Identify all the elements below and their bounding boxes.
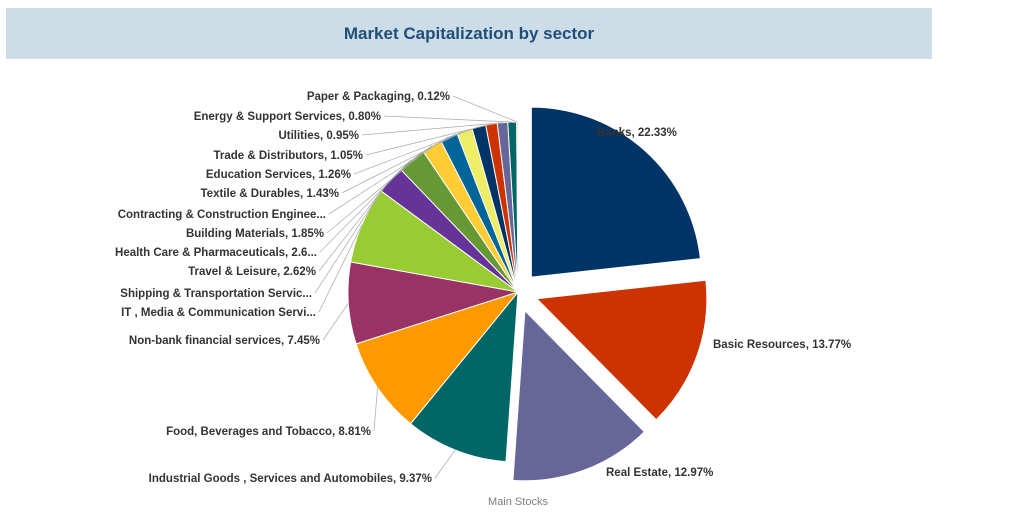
pie-slice (409, 290, 519, 463)
leader-line (341, 130, 465, 194)
slice-label: Textile & Durables, 1.43% (201, 188, 339, 200)
slice-label: Food, Beverages and Tobacco, 8.81% (166, 426, 371, 438)
leader-line (314, 190, 382, 294)
slice-label: Energy & Support Services, 0.80% (194, 111, 381, 123)
slice-label: IT , Media & Communication Servi... (121, 307, 316, 319)
slice-label: Health Care & Pharmaceuticals, 2.6... (115, 247, 317, 259)
chart-title-bar: Market Capitalization by sector (6, 8, 932, 59)
leader-line (383, 115, 513, 123)
leader-line (361, 122, 503, 136)
leader-line (373, 387, 378, 432)
slice-label: Contracting & Construction Enginee... (118, 209, 326, 221)
leader-line (322, 303, 349, 341)
leader-lines (314, 95, 518, 479)
slice-label: Utilities, 0.95% (278, 130, 359, 142)
slice-label: Real Estate, 12.97% (606, 467, 713, 479)
slice-label: Shipping & Transportation Servic... (120, 288, 312, 300)
pie-slice (535, 279, 708, 421)
slice-label: Building Materials, 1.85% (186, 228, 324, 240)
leader-line (318, 179, 391, 272)
leader-line (365, 123, 492, 156)
slice-labels: Banks, 22.33% Basic Resources, 13.77% Real… (115, 91, 851, 485)
pie-slice (530, 106, 701, 278)
leader-line (326, 145, 432, 234)
slice-label: Paper & Packaging, 0.12% (307, 91, 450, 103)
leader-line (452, 95, 518, 123)
chart-subtitle: Main Stocks (488, 496, 548, 508)
leader-line (328, 136, 449, 215)
pie-slices (347, 106, 708, 482)
slice-label: Education Services, 1.26% (206, 169, 351, 181)
slice-label: Trade & Distributors, 1.05% (213, 150, 363, 162)
leader-line (318, 224, 363, 313)
slice-label: Basic Resources, 13.77% (713, 339, 851, 351)
slice-label: Travel & Leisure, 2.62% (188, 266, 316, 278)
leader-line (434, 449, 456, 479)
chart-title: Market Capitalization by sector (343, 23, 595, 43)
slice-label: Banks, 22.33% (597, 127, 677, 139)
slice-label: Industrial Goods , Services and Automobi… (149, 473, 432, 485)
slice-label: Non-bank financial services, 7.45% (129, 335, 320, 347)
leader-line (353, 126, 479, 175)
pie-slice (512, 309, 645, 482)
